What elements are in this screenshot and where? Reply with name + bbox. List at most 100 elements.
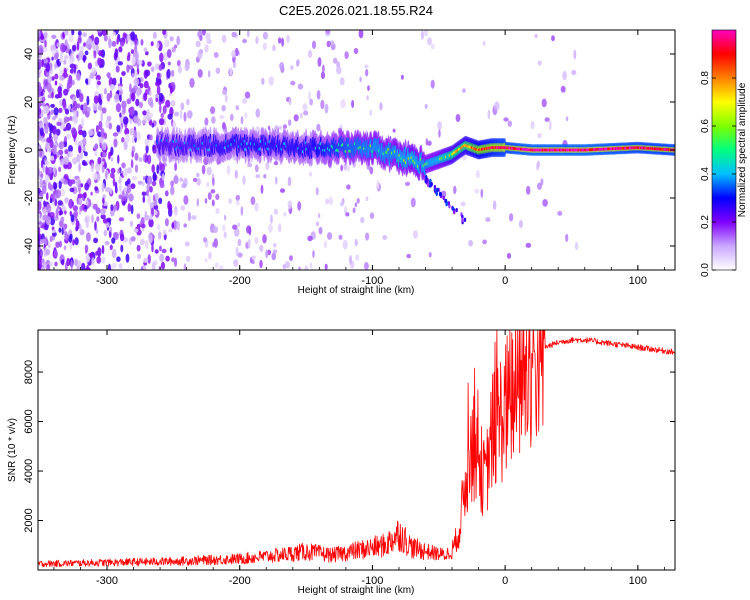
- spectrogram-noise-cell: [88, 76, 91, 86]
- spectrogram-noise-cell: [302, 103, 308, 111]
- spectrogram-noise-cell: [304, 265, 308, 270]
- spectrogram-noise-cell: [47, 181, 52, 190]
- x-tick-label: -100: [361, 275, 383, 287]
- spectrogram-noise-cell: [62, 100, 67, 111]
- spectrogram-noise-cell: [307, 235, 313, 242]
- spectrogram-noise-cell: [349, 255, 352, 265]
- spectrogram-noise-cell: [82, 102, 88, 113]
- spectrogram-noise-cell: [364, 64, 369, 69]
- spectrogram-noise-cell: [40, 173, 44, 178]
- spectrogram-noise-cell: [111, 237, 116, 244]
- spectrogram-noise-cell: [210, 189, 216, 194]
- spectrogram-noise-cell: [44, 40, 47, 48]
- spectrogram-noise-cell: [526, 185, 531, 195]
- spectrogram-noise-cell: [79, 223, 82, 233]
- spectrogram-noise-cell: [129, 220, 134, 227]
- spectrogram-noise-cell: [278, 223, 282, 233]
- spectrogram-noise-cell: [171, 257, 175, 263]
- spectrogram-noise-cell: [102, 141, 107, 151]
- spectrogram-noise-cell: [503, 117, 509, 122]
- spectrogram-noise-cell: [540, 178, 544, 186]
- spectrogram-noise-cell: [254, 236, 259, 245]
- spectrogram-noise-cell: [325, 30, 331, 34]
- spectrogram-noise-cell: [308, 49, 313, 59]
- spectrogram-noise-cell: [206, 182, 210, 187]
- spectrogram-noise-cell: [86, 37, 93, 45]
- spectrogram-noise-cell: [137, 60, 143, 65]
- spectrogram-noise-cell: [96, 30, 103, 33]
- spectrogram-noise-cell: [282, 124, 288, 129]
- spectrogram-noise-cell: [118, 46, 123, 53]
- spectrogram-noise-cell: [41, 185, 47, 195]
- spectrogram-noise-cell: [94, 186, 98, 191]
- spectrogram-noise-cell: [274, 176, 278, 185]
- spectrogram-noise-cell: [61, 259, 65, 266]
- spectrogram-noise-cell: [108, 122, 113, 130]
- spectrogram-noise-cell: [161, 248, 167, 254]
- spectrogram-noise-cell: [46, 137, 52, 143]
- spectrogram-signal-cell: [439, 191, 442, 197]
- spectrogram-noise-cell: [221, 34, 227, 43]
- spectrogram-noise-cell: [359, 76, 362, 83]
- spectrogram-noise-cell: [298, 266, 301, 270]
- spectrogram-noise-cell: [139, 101, 143, 109]
- spectrogram-noise-cell: [94, 36, 100, 46]
- spectrogram-noise-cell: [141, 191, 147, 196]
- spectrogram-noise-cell: [158, 118, 165, 126]
- spectrogram-noise-cell: [247, 30, 250, 38]
- spectrogram-noise-cell: [176, 35, 181, 46]
- spectrogram-noise-cell: [324, 263, 328, 270]
- spectrogram-noise-cell: [76, 265, 80, 270]
- spectrogram-noise-cell: [339, 77, 345, 86]
- spectrogram-noise-cell: [406, 253, 412, 259]
- spectrogram-noise-cell: [130, 49, 135, 54]
- y-tick-label: 8000: [23, 360, 35, 384]
- spectrogram-noise-cell: [118, 175, 122, 184]
- spectrogram-noise-cell: [162, 30, 166, 35]
- spectrogram-noise-cell: [507, 120, 512, 127]
- spectrogram-noise-cell: [141, 181, 145, 187]
- spectrogram-noise-cell: [542, 199, 548, 207]
- colorbar-tick-label: 0.8: [700, 71, 711, 85]
- spectrogram-noise-cell: [114, 48, 119, 58]
- spectrogram-noise-cell: [169, 85, 173, 94]
- spectrogram-noise-cell: [63, 245, 67, 251]
- spectrogram-noise-cell: [51, 56, 54, 61]
- spectrogram-noise-cell: [541, 98, 547, 108]
- spectrogram-noise-cell: [262, 234, 267, 244]
- spectrogram-noise-cell: [297, 201, 302, 211]
- spectrogram-noise-cell: [43, 105, 50, 115]
- spectrogram-noise-cell: [221, 89, 227, 96]
- spectrogram-noise-cell: [85, 254, 91, 263]
- spectrogram-noise-cell: [113, 138, 118, 148]
- spectrogram-noise-cell: [129, 128, 135, 136]
- spectrogram-noise-cell: [346, 184, 351, 190]
- spectrogram-noise-cell: [71, 79, 75, 86]
- spectrogram-noise-cell: [333, 57, 338, 64]
- spectrogram-noise-cell: [325, 198, 330, 205]
- spectrogram-noise-cell: [126, 167, 132, 174]
- spectrogram-noise-cell: [96, 216, 100, 222]
- spectrogram-noise-cell: [94, 143, 99, 150]
- spectrogram-noise-cell: [54, 261, 58, 267]
- spectrogram-noise-cell: [293, 114, 299, 122]
- spectrogram-noise-cell: [59, 74, 63, 81]
- spectrogram-noise-cell: [360, 217, 365, 224]
- spectrogram-noise-cell: [155, 97, 159, 103]
- spectrogram-noise-cell: [187, 211, 191, 222]
- spectrogram-noise-cell: [233, 227, 240, 237]
- spectrogram-noise-cell: [140, 266, 144, 270]
- spectrogram-noise-cell: [215, 207, 220, 215]
- spectrogram-noise-cell: [59, 51, 64, 60]
- spectrogram-noise-cell: [157, 231, 162, 240]
- spectrogram-noise-cell: [69, 187, 75, 193]
- spectrogram-noise-cell: [420, 30, 424, 40]
- spectrogram-noise-cell: [90, 191, 93, 196]
- spectrogram-noise-cell: [95, 228, 99, 234]
- colorbar-tick-label: 0.4: [700, 167, 711, 181]
- spectrogram-noise-cell: [113, 232, 119, 240]
- snr-y-axis: 2000 4000 6000 8000: [23, 360, 675, 533]
- spectrogram-signal-cell: [461, 214, 464, 219]
- spectrogram-noise-cell: [54, 154, 57, 160]
- spectrogram-noise-cell: [55, 52, 59, 60]
